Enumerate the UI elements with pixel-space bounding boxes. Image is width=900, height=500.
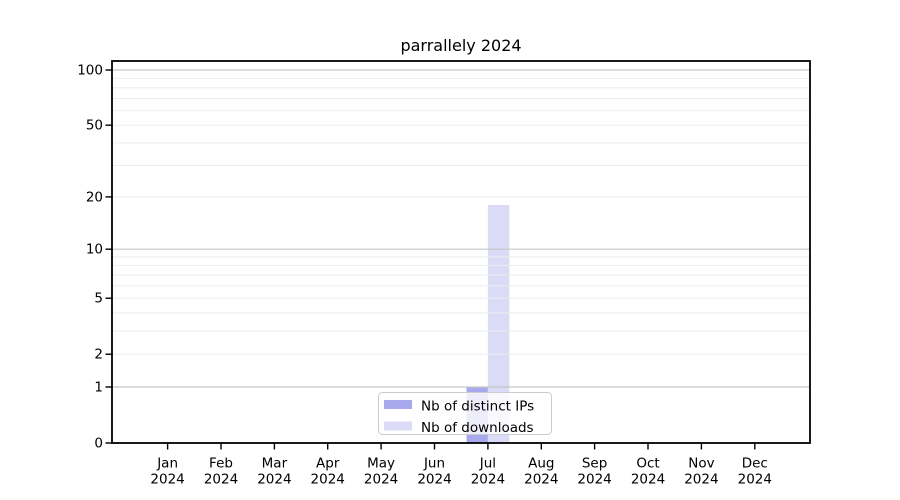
x-tick-label-year-jan: 2024 (150, 472, 184, 488)
y-tick-label-0: 0 (94, 436, 103, 452)
x-tick-label-year-mar: 2024 (257, 472, 291, 488)
x-tick-label-jul-2024: Jul (479, 456, 496, 472)
legend: Nb of distinct IPs Nb of downloads (378, 392, 552, 436)
legend-label-downloads: Nb of downloads (421, 420, 534, 436)
x-tick-label-year-feb: 2024 (204, 472, 238, 488)
x-tick-label-year-nov: 2024 (684, 472, 718, 488)
x-tick-label-mar-2024: Mar (262, 456, 288, 472)
y-tick-label-2: 2 (94, 347, 103, 363)
x-tick-label-year-aug: 2024 (524, 472, 558, 488)
x-tick-label-year-jul: 2024 (471, 472, 505, 488)
x-tick-label-apr-2024: Apr (316, 456, 340, 472)
x-tick-label-year-apr: 2024 (311, 472, 345, 488)
x-tick-label-year-dec: 2024 (738, 472, 772, 488)
x-tick-label-year-sep: 2024 (577, 472, 611, 488)
y-tick-label-100: 100 (77, 63, 103, 79)
y-tick-label-1: 1 (94, 380, 103, 396)
bar-nb-of-downloads-jul-2024 (487, 205, 510, 443)
x-tick-label-sep-2024: Sep (582, 456, 607, 472)
x-tick-label-year-jun: 2024 (417, 472, 451, 488)
y-tick-label-10: 10 (86, 242, 103, 258)
legend-label-distinct-ips: Nb of distinct IPs (421, 399, 534, 415)
y-tick-label-20: 20 (86, 189, 103, 205)
y-tick-label-50: 50 (86, 118, 103, 134)
x-tick-label-feb-2024: Feb (209, 456, 233, 472)
x-tick-label-may-2024: May (367, 456, 395, 472)
x-tick-label-dec-2024: Dec (742, 456, 768, 472)
x-tick-label-year-may: 2024 (364, 472, 398, 488)
x-tick-label-year-oct: 2024 (631, 472, 665, 488)
x-tick-label-aug-2024: Aug (528, 456, 554, 472)
tick-label-layer: 0125102050100Jan2024Feb2024Mar2024Apr202… (77, 63, 772, 488)
grid-layer (112, 69, 810, 388)
plot-area-frame (111, 60, 811, 444)
legend-swatch-downloads (384, 421, 412, 431)
axis-layer (105, 69, 756, 450)
legend-swatch-distinct-ips (384, 400, 412, 409)
y-tick-label-5: 5 (94, 291, 103, 307)
x-tick-label-jan-2024: Jan (156, 456, 178, 472)
chart-title: parrallely 2024 (400, 36, 521, 55)
x-tick-label-nov-2024: Nov (688, 456, 714, 472)
x-tick-label-jun-2024: Jun (423, 456, 445, 472)
x-tick-label-oct-2024: Oct (636, 456, 659, 472)
legend-box (378, 392, 552, 435)
